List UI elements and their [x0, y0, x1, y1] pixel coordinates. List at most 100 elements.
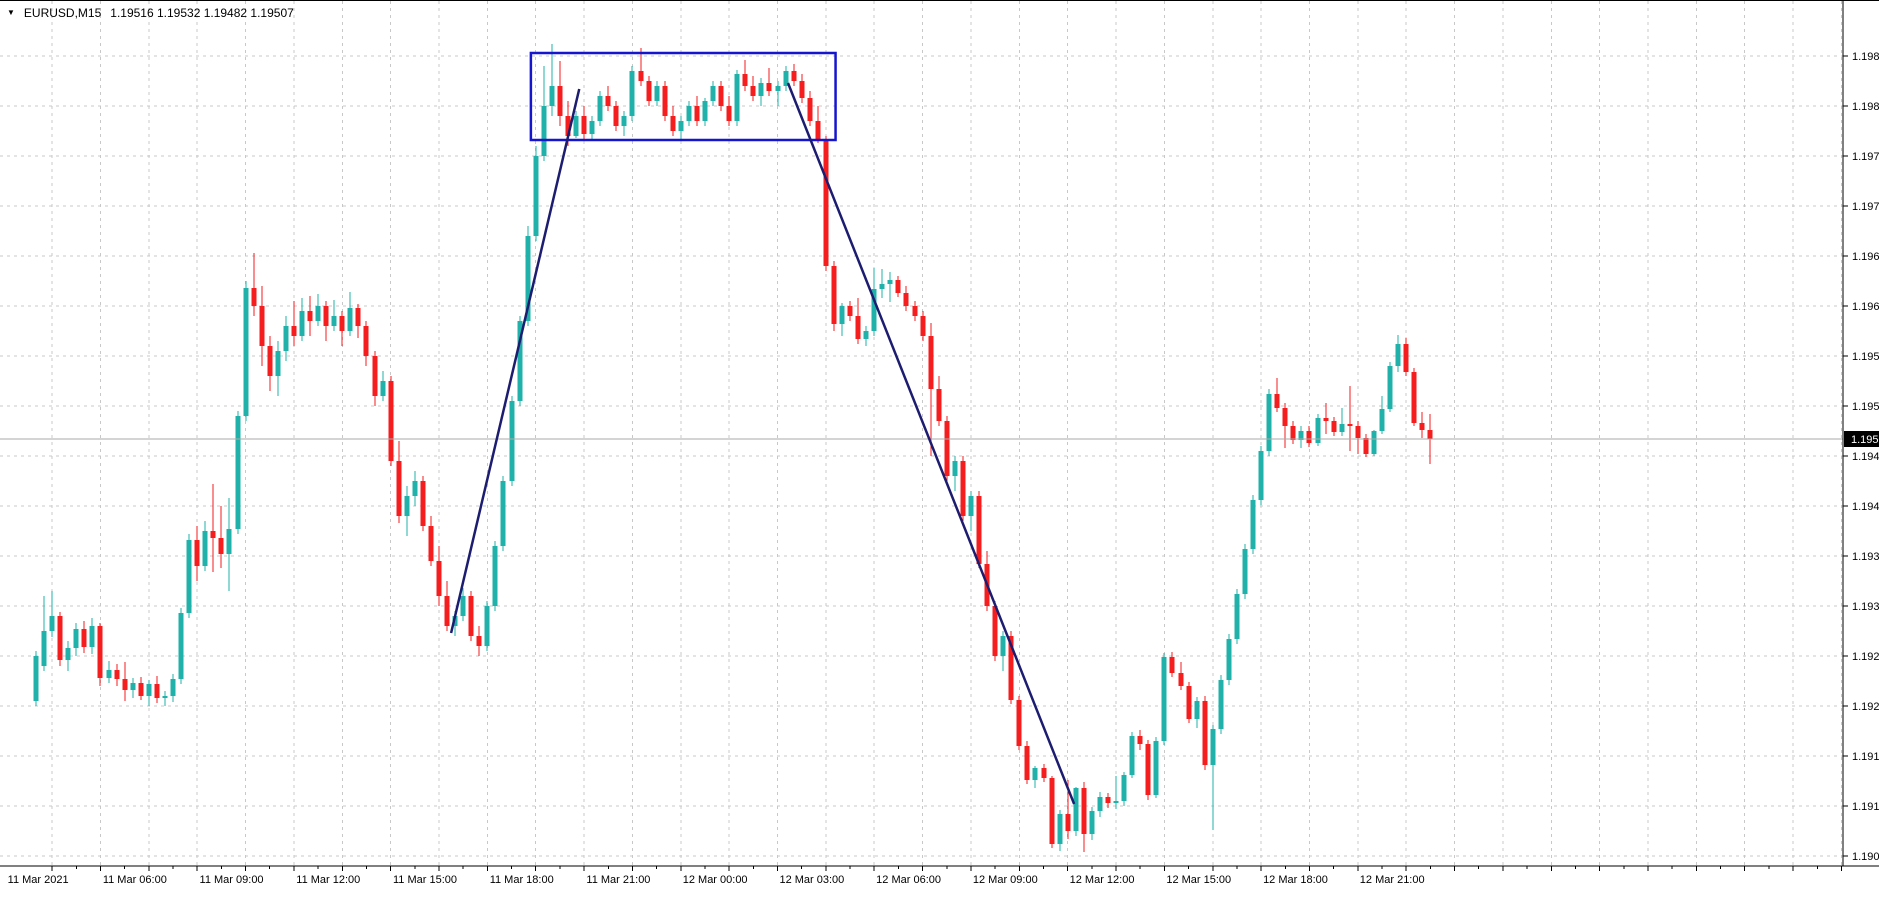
bull-candle [299, 311, 305, 336]
price-axis-label: 1.19590 [1852, 351, 1879, 363]
price-axis-label: 1.19540 [1852, 401, 1879, 413]
bull-candle [1161, 657, 1167, 741]
bear-candle [444, 596, 450, 626]
price-axis-label: 1.19690 [1852, 251, 1879, 263]
grid-layer [0, 1, 1843, 866]
bull-candle [517, 321, 523, 401]
bull-candle [573, 116, 579, 136]
time-axis-label: 12 Mar 18:00 [1263, 874, 1328, 886]
time-axis-label: 12 Mar 06:00 [876, 874, 941, 886]
bear-candle [1105, 797, 1111, 803]
bear-candle [1186, 686, 1192, 719]
price-axis-label: 1.19190 [1852, 751, 1879, 763]
bull-candle [710, 86, 716, 101]
bear-candle [557, 86, 563, 116]
bull-candle [968, 496, 974, 516]
time-axis[interactable]: 11 Mar 2021 11 Mar 06:00 11 Mar 09:00 11 Ma… [0, 865, 1879, 886]
bull-candle [1073, 788, 1079, 831]
bear-candle [1024, 746, 1030, 780]
time-axis-label: 12 Mar 12:00 [1070, 874, 1135, 886]
bear-candle [928, 336, 934, 389]
bear-candle [718, 86, 724, 106]
bear-candle [847, 306, 853, 316]
bull-candle [492, 546, 498, 606]
bull-candle [783, 71, 789, 86]
bull-candle [65, 648, 71, 660]
time-axis-label: 12 Mar 00:00 [683, 874, 748, 886]
bull-candle [315, 306, 321, 321]
ohlc-values: 1.19516 1.19532 1.19482 1.19507 [110, 6, 294, 20]
bear-candle [323, 306, 329, 326]
bear-candle [1290, 426, 1296, 440]
bull-candle [347, 308, 353, 331]
bull-candle [460, 596, 466, 616]
bear-candle [476, 636, 482, 646]
bear-candle [1347, 424, 1353, 426]
bull-candle [500, 481, 506, 546]
bull-candle [1129, 736, 1135, 775]
symbol-timeframe-label: EURUSD,M15 [23, 6, 102, 20]
bull-candle [1000, 636, 1006, 656]
bear-candle [251, 288, 257, 306]
price-axis-label: 1.19490 [1852, 451, 1879, 463]
bull-candle [541, 106, 547, 156]
bull-candle [952, 461, 958, 476]
bear-candle [992, 606, 998, 656]
symbol-marker-icon: ▼ [7, 8, 15, 17]
bear-candle [807, 98, 813, 121]
bear-candle [815, 121, 821, 139]
price-axis-label: 1.19790 [1852, 151, 1879, 163]
bear-candle [1049, 778, 1055, 844]
bear-candle [122, 679, 128, 690]
bull-candle [654, 86, 660, 101]
trendline-down[interactable] [786, 82, 1076, 805]
bull-candle [629, 71, 635, 116]
bull-candle [89, 626, 95, 647]
bull-candle [202, 531, 208, 566]
bear-candle [903, 293, 909, 306]
bull-candle [73, 629, 79, 648]
bear-candle [1081, 788, 1087, 834]
bear-candle [428, 526, 434, 561]
trendline-up[interactable] [449, 88, 581, 634]
price-axis-label: 1.19640 [1852, 301, 1879, 313]
bull-candle [1250, 500, 1256, 549]
bull-candle [404, 496, 410, 516]
bear-candle [57, 616, 63, 660]
bear-candle [670, 116, 676, 131]
price-axis-label: 1.19240 [1852, 701, 1879, 713]
bull-candle [243, 288, 249, 416]
bear-candle [960, 461, 966, 516]
bear-candle [976, 496, 982, 564]
bull-candle [484, 606, 490, 646]
bear-candle [1274, 394, 1280, 408]
time-axis-label: 11 Mar 15:00 [393, 874, 457, 886]
price-axis[interactable]: 1.19890 1.19840 1.19790 1.19740 1.19690 1.196… [1842, 1, 1879, 866]
bull-candle [235, 416, 241, 529]
bull-candle [839, 306, 845, 324]
bull-candle [871, 289, 877, 331]
bear-candle [114, 670, 120, 679]
bull-candle [621, 116, 627, 126]
bull-candle [879, 284, 885, 289]
time-axis-label: 12 Mar 15:00 [1166, 874, 1231, 886]
bull-candle [1057, 814, 1063, 844]
bull-candle [589, 121, 595, 134]
bull-candle [525, 236, 531, 321]
bear-candle [750, 86, 756, 96]
bear-candle [1427, 430, 1433, 439]
bull-candle [1097, 797, 1103, 811]
bull-candle [1121, 775, 1127, 801]
bull-candle [1298, 431, 1304, 440]
bear-candle [1331, 421, 1337, 432]
bull-candle [412, 481, 418, 496]
bear-candle [694, 106, 700, 121]
time-axis-label: 11 Mar 06:00 [103, 874, 167, 886]
bear-candle [895, 280, 901, 293]
annotation-rectangle[interactable] [529, 51, 837, 142]
bear-candle [936, 389, 942, 421]
bear-candle [97, 626, 103, 678]
bear-candle [210, 531, 216, 538]
